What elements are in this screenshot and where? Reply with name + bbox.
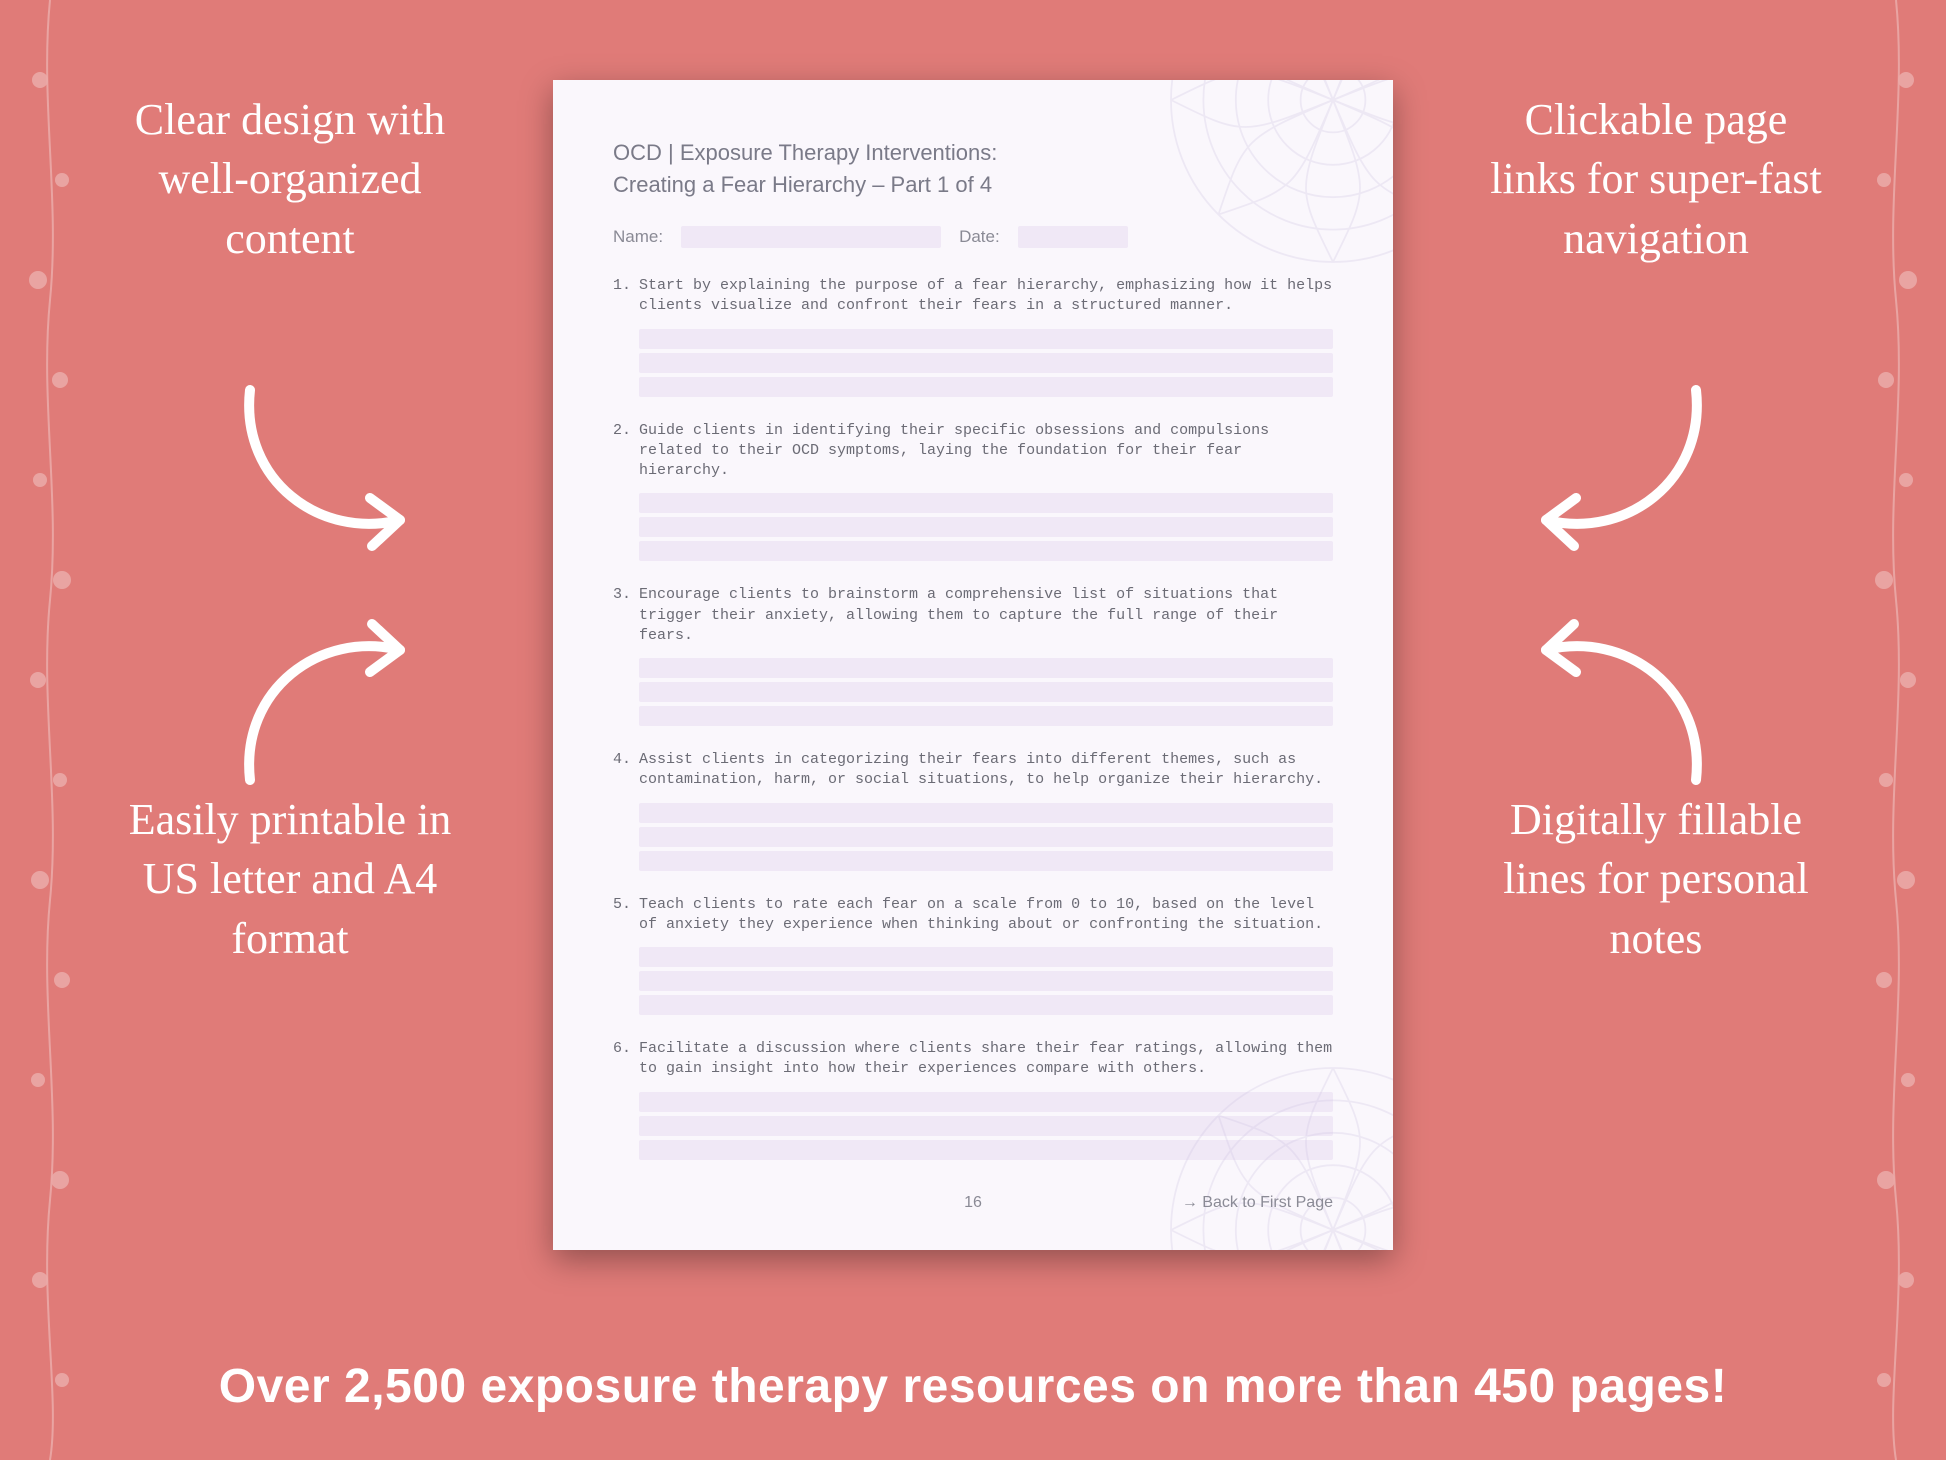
item-number: 4. xyxy=(613,750,639,791)
fill-lines[interactable] xyxy=(639,947,1333,1015)
worksheet-item: 6.Facilitate a discussion where clients … xyxy=(613,1039,1333,1080)
fill-line[interactable] xyxy=(639,803,1333,823)
callout-top-left: Clear design with well-organized content xyxy=(120,90,460,268)
item-text: Guide clients in identifying their speci… xyxy=(639,421,1333,482)
fill-line[interactable] xyxy=(639,658,1333,678)
fill-line[interactable] xyxy=(639,541,1333,561)
item-number: 6. xyxy=(613,1039,639,1080)
item-number: 3. xyxy=(613,585,639,646)
item-text: Start by explaining the purpose of a fea… xyxy=(639,276,1333,317)
floral-border-left xyxy=(10,0,90,1460)
worksheet-item: 2.Guide clients in identifying their spe… xyxy=(613,421,1333,482)
worksheet-page: OCD | Exposure Therapy Interventions: Cr… xyxy=(553,80,1393,1250)
date-label: Date: xyxy=(959,227,1000,247)
fill-line[interactable] xyxy=(639,353,1333,373)
item-text: Assist clients in categorizing their fea… xyxy=(639,750,1333,791)
fill-line[interactable] xyxy=(639,493,1333,513)
back-to-first-link[interactable]: → Back to First Page xyxy=(1182,1194,1333,1212)
worksheet-item: 5.Teach clients to rate each fear on a s… xyxy=(613,895,1333,936)
item-number: 1. xyxy=(613,276,639,317)
fill-lines[interactable] xyxy=(639,493,1333,561)
page-number: 16 xyxy=(964,1194,982,1212)
fill-line[interactable] xyxy=(639,377,1333,397)
arrow-bottom-left xyxy=(210,600,430,800)
worksheet-item: 4.Assist clients in categorizing their f… xyxy=(613,750,1333,791)
callout-bottom-left: Easily printable in US letter and A4 for… xyxy=(120,790,460,968)
worksheet-item: 1.Start by explaining the purpose of a f… xyxy=(613,276,1333,317)
document-title: OCD | Exposure Therapy Interventions: xyxy=(613,140,1333,166)
item-text: Teach clients to rate each fear on a sca… xyxy=(639,895,1333,936)
fill-line[interactable] xyxy=(639,971,1333,991)
bottom-banner: Over 2,500 exposure therapy resources on… xyxy=(0,1359,1946,1414)
fill-line[interactable] xyxy=(639,851,1333,871)
callout-top-right: Clickable page links for super-fast navi… xyxy=(1486,90,1826,268)
arrow-top-left xyxy=(210,370,430,570)
item-number: 5. xyxy=(613,895,639,936)
date-field[interactable] xyxy=(1018,226,1128,248)
callout-bottom-right: Digitally fillable lines for personal no… xyxy=(1486,790,1826,968)
item-text: Encourage clients to brainstorm a compre… xyxy=(639,585,1333,646)
item-text: Facilitate a discussion where clients sh… xyxy=(639,1039,1333,1080)
name-field[interactable] xyxy=(681,226,941,248)
item-number: 2. xyxy=(613,421,639,482)
fill-line[interactable] xyxy=(639,329,1333,349)
fill-line[interactable] xyxy=(639,947,1333,967)
fill-line[interactable] xyxy=(639,995,1333,1015)
fill-line[interactable] xyxy=(639,827,1333,847)
arrow-bottom-right xyxy=(1516,600,1736,800)
worksheet-item: 3.Encourage clients to brainstorm a comp… xyxy=(613,585,1333,646)
arrow-top-right xyxy=(1516,370,1736,570)
fill-lines[interactable] xyxy=(639,803,1333,871)
floral-border-right xyxy=(1856,0,1936,1460)
fill-line[interactable] xyxy=(639,682,1333,702)
mandala-decoration-bottom xyxy=(1153,1050,1393,1250)
document-subtitle: Creating a Fear Hierarchy – Part 1 of 4 xyxy=(613,172,1333,198)
fill-lines[interactable] xyxy=(639,658,1333,726)
meta-row: Name: Date: xyxy=(613,226,1333,248)
fill-lines[interactable] xyxy=(639,329,1333,397)
fill-line[interactable] xyxy=(639,517,1333,537)
name-label: Name: xyxy=(613,227,663,247)
fill-line[interactable] xyxy=(639,706,1333,726)
